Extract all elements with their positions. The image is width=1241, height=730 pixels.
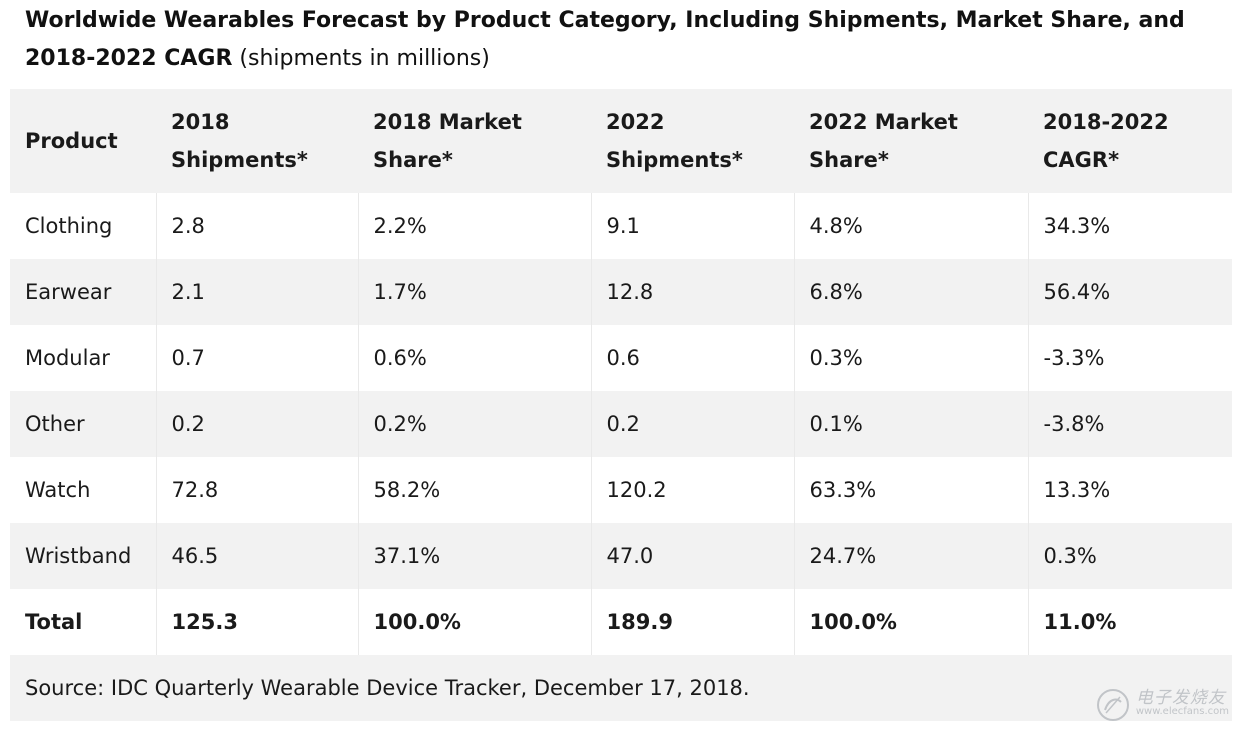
table-row: Watch 72.8 58.2% 120.2 63.3% 13.3%: [10, 457, 1232, 523]
header-2022-shipments: 2022 Shipments*: [606, 110, 743, 172]
cell-cagr: 0.3%: [1027, 523, 1232, 589]
cell-product: Earwear: [25, 280, 112, 304]
watermark-url: www.elecfans.com: [1135, 706, 1229, 717]
cell-2022-shipments: 0.6: [590, 325, 794, 391]
cell-2022-shipments: 47.0: [590, 523, 794, 589]
cell-2022-market-share: 24.7%: [793, 523, 1028, 589]
header-2022-market-share: 2022 Market Share*: [809, 110, 958, 172]
cell-product: Clothing: [25, 214, 113, 238]
caption-title: Worldwide Wearables Forecast by Product …: [25, 8, 1185, 71]
table-row: Wristband 46.5 37.1% 47.0 24.7% 0.3%: [10, 523, 1232, 589]
cell-product: Other: [25, 412, 85, 436]
cell-2018-shipments: 72.8: [155, 457, 358, 523]
header-cagr: 2018-2022 CAGR*: [1043, 110, 1169, 172]
cell-2018-shipments: 2.8: [155, 193, 358, 259]
table-source-row: Source: IDC Quarterly Wearable Device Tr…: [10, 655, 1232, 721]
cell-2018-market-share: 0.2%: [357, 391, 591, 457]
cell-2018-shipments: 2.1: [155, 259, 358, 325]
cell-2018-market-share: 2.2%: [357, 193, 591, 259]
table-row: Clothing 2.8 2.2% 9.1 4.8% 34.3%: [10, 193, 1232, 259]
table-total-row: Total 125.3 100.0% 189.9 100.0% 11.0%: [10, 589, 1232, 655]
cell-2022-market-share: 63.3%: [793, 457, 1028, 523]
cell-2018-market-share: 1.7%: [357, 259, 591, 325]
cell-2022-market-share: 4.8%: [793, 193, 1028, 259]
watermark-site-name: 电子发烧友: [1135, 688, 1226, 708]
header-2018-market-share: 2018 Market Share*: [373, 110, 522, 172]
cell-2022-shipments: 120.2: [590, 457, 794, 523]
table-row: Modular 0.7 0.6% 0.6 0.3% -3.3%: [10, 325, 1232, 391]
cell-cagr: 34.3%: [1027, 193, 1232, 259]
cell-product: Modular: [25, 346, 110, 370]
table-row: Other 0.2 0.2% 0.2 0.1% -3.8%: [10, 391, 1232, 457]
cell-product: Wristband: [25, 544, 132, 568]
cell-cagr: 56.4%: [1027, 259, 1232, 325]
cell-2022-market-share: 0.1%: [793, 391, 1028, 457]
total-2022-market-share: 100.0%: [793, 589, 1028, 655]
cell-2022-market-share: 6.8%: [793, 259, 1028, 325]
cell-2018-shipments: 0.7: [155, 325, 358, 391]
header-product: Product: [25, 129, 118, 153]
table-caption: Worldwide Wearables Forecast by Product …: [25, 2, 1225, 78]
cell-2022-shipments: 12.8: [590, 259, 794, 325]
caption-units: (shipments in millions): [232, 46, 490, 71]
cell-2018-market-share: 0.6%: [357, 325, 591, 391]
elecfans-logo-icon: [1096, 689, 1129, 721]
cell-cagr: -3.8%: [1027, 391, 1232, 457]
total-2018-market-share: 100.0%: [357, 589, 591, 655]
source-note: Source: IDC Quarterly Wearable Device Tr…: [25, 676, 750, 700]
cell-product: Watch: [25, 478, 91, 502]
total-2022-shipments: 189.9: [590, 589, 794, 655]
wearables-forecast-table: Product 2018 Shipments* 2018 Market Shar…: [10, 89, 1232, 721]
cell-2018-market-share: 37.1%: [357, 523, 591, 589]
cell-2018-shipments: 46.5: [155, 523, 358, 589]
cell-2022-shipments: 9.1: [590, 193, 794, 259]
header-2018-shipments: 2018 Shipments*: [171, 110, 308, 172]
total-label: Total: [25, 610, 83, 634]
table-row: Earwear 2.1 1.7% 12.8 6.8% 56.4%: [10, 259, 1232, 325]
table-header-row: Product 2018 Shipments* 2018 Market Shar…: [10, 89, 1232, 193]
cell-2022-shipments: 0.2: [590, 391, 794, 457]
site-watermark: 电子发烧友 www.elecfans.com: [1096, 688, 1229, 722]
cell-2018-market-share: 58.2%: [357, 457, 591, 523]
total-cagr: 11.0%: [1027, 589, 1232, 655]
cell-cagr: -3.3%: [1027, 325, 1232, 391]
total-2018-shipments: 125.3: [155, 589, 358, 655]
cell-cagr: 13.3%: [1027, 457, 1232, 523]
cell-2018-shipments: 0.2: [155, 391, 358, 457]
cell-2022-market-share: 0.3%: [793, 325, 1028, 391]
